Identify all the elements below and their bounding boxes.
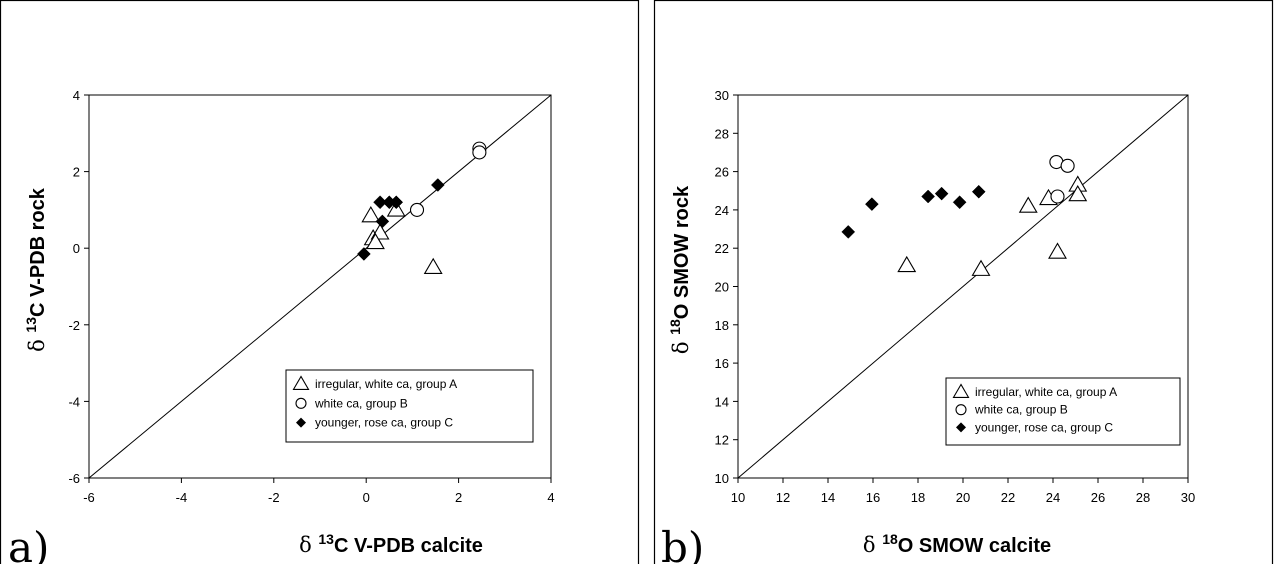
y-tick-label: -6 (68, 471, 80, 486)
series-circle (409, 141, 487, 217)
data-point-diamond (934, 186, 949, 201)
y-tick-label: 4 (73, 88, 80, 103)
x-tick-label: 10 (731, 490, 745, 505)
plot-area (88, 94, 552, 479)
data-point-diamond (841, 225, 856, 239)
legend-marker-circle (955, 404, 967, 416)
y-tick-label: 20 (715, 280, 729, 295)
legend-entry-label: white ca, group B (974, 403, 1068, 417)
legend-entry-label: irregular, white ca, group A (315, 377, 457, 391)
y-tick-label: 22 (715, 241, 729, 256)
reference-line-1-1 (737, 94, 1189, 479)
legend-marker-circle (295, 397, 307, 409)
x-tick-label: 4 (547, 490, 554, 505)
legend-marker-diamond (296, 417, 306, 428)
x-tick-label: 28 (1136, 490, 1150, 505)
x-tick-label: 24 (1046, 490, 1060, 505)
x-tick-label: 2 (455, 490, 462, 505)
data-point-diamond (430, 178, 445, 192)
y-tick-label: 24 (715, 203, 729, 218)
y-tick-label: 2 (73, 165, 80, 180)
y-axis-label: δ 18O SMOW rock (667, 185, 693, 354)
data-point-diamond (921, 189, 935, 204)
series-triangle (897, 175, 1088, 276)
legend: irregular, white ca, group A white ca, gr… (285, 369, 534, 443)
y-tick-label: 0 (73, 241, 80, 256)
legend-marker-diamond (956, 422, 966, 433)
x-tick-label: 22 (1001, 490, 1015, 505)
y-tick-label: 14 (715, 394, 729, 409)
legend-marker-triangle (952, 383, 970, 398)
data-point-triangle (1068, 184, 1088, 202)
panel-label: b) (661, 523, 704, 564)
y-axis-label: δ 13C V-PDB rock (23, 187, 49, 352)
data-point-triangle (365, 232, 385, 250)
legend-box (285, 369, 534, 443)
x-tick-label: 16 (866, 490, 880, 505)
x-tick-label: 14 (821, 490, 835, 505)
data-point-triangle (897, 255, 917, 273)
data-point-triangle (361, 206, 381, 223)
y-tick-label: 16 (715, 356, 729, 371)
x-axis-label: δ 13C V-PDB calcite (299, 531, 483, 557)
panel-a-border (0, 0, 640, 564)
data-point-triangle (971, 259, 991, 276)
y-tick-label: 10 (715, 471, 729, 486)
legend-entry-label: white ca, group B (314, 396, 408, 410)
data-point-circle (409, 202, 425, 217)
panel-label: a) (8, 523, 49, 564)
data-point-circle (1060, 158, 1075, 173)
legend-entry-label: irregular, white ca, group A (975, 385, 1117, 399)
data-point-circle (1050, 189, 1065, 204)
data-point-diamond (952, 195, 967, 210)
legend-marker-triangle (292, 375, 310, 390)
legend-box (945, 377, 1181, 446)
chart-a: -6 -4 -2 0 2 4 -6 -4 -2 0 2 4 δ 13C V-PDB calcite δ 1… (8, 88, 555, 564)
x-tick-label: 12 (776, 490, 790, 505)
data-point-circle (472, 145, 487, 160)
chart-b: 10 12 14 16 18 20 22 24 26 28 30 10 12 14 16 18 20 22 24 26… (661, 88, 1195, 564)
x-tick-label: -2 (268, 490, 280, 505)
x-tick-label: -6 (83, 490, 95, 505)
data-point-diamond (971, 184, 986, 199)
data-point-diamond (373, 195, 387, 210)
series-diamond (841, 184, 986, 239)
x-tick-label: 0 (363, 490, 370, 505)
data-point-triangle (1048, 242, 1067, 259)
y-tick-label: 30 (715, 88, 729, 103)
data-point-triangle (423, 257, 443, 275)
x-axis-label: δ 18O SMOW calcite (863, 531, 1051, 557)
legend-entry-label: younger, rose ca, group C (315, 416, 453, 430)
legend: irregular, white ca, group A white ca, gr… (945, 377, 1181, 446)
y-tick-label: 18 (715, 318, 729, 333)
x-tick-label: -4 (176, 490, 188, 505)
data-point-triangle (1018, 196, 1038, 213)
data-point-diamond (865, 197, 879, 212)
data-point-diamond (389, 195, 404, 210)
x-tick-label: 26 (1091, 490, 1105, 505)
y-tick-label: 28 (715, 126, 729, 141)
series-triangle (361, 200, 443, 275)
data-point-diamond (357, 247, 371, 261)
y-tick-label: -4 (68, 394, 80, 409)
y-tick-label: 26 (715, 165, 729, 180)
y-tick-label: -2 (68, 318, 80, 333)
x-tick-label: 20 (956, 490, 970, 505)
series-circle (1049, 154, 1075, 204)
x-tick-label: 18 (911, 490, 925, 505)
legend-entry-label: younger, rose ca, group C (975, 420, 1113, 434)
panel-b-border (653, 0, 1274, 564)
x-tick-label: 30 (1181, 490, 1195, 505)
reference-line-1-1 (88, 94, 552, 479)
series-diamond (357, 178, 445, 261)
data-point-diamond (375, 214, 390, 229)
y-tick-label: 12 (715, 433, 729, 448)
